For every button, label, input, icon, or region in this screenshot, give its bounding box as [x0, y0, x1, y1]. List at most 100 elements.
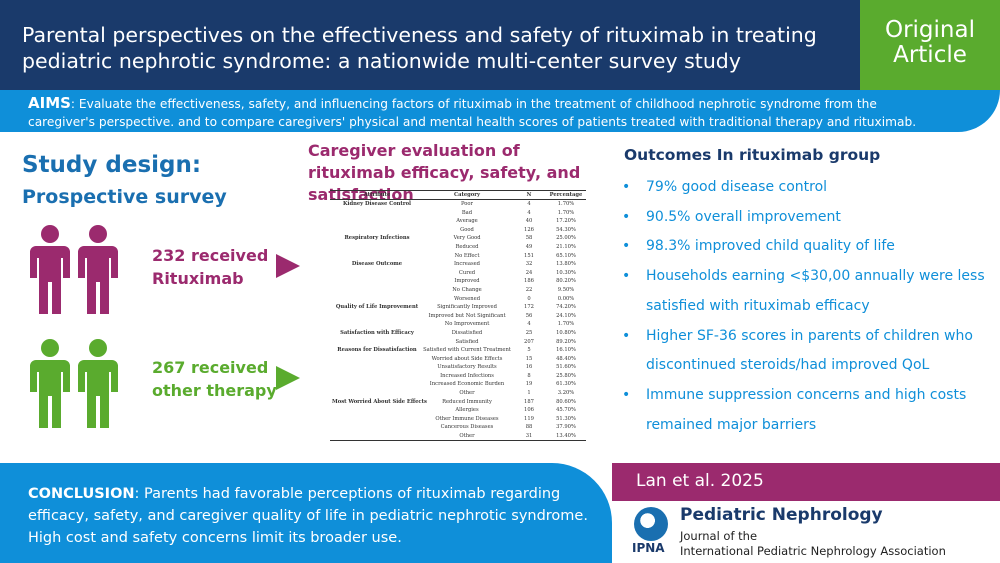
badge-text: Original Article	[884, 17, 975, 68]
table-cell: 40	[525, 218, 533, 225]
table-cell: 1.70%	[557, 209, 575, 216]
table-cell: No Change	[452, 286, 482, 293]
table-cell: Quality of Life Improvement	[335, 304, 419, 311]
table-cell: Satisfied with Current Treatment	[423, 347, 511, 354]
table-cell: Increased	[454, 261, 480, 268]
table-cell: 89.20%	[556, 338, 576, 345]
table-cell: 19	[525, 381, 533, 388]
table-cell: 25	[525, 329, 533, 336]
table-cell: 24.10%	[556, 312, 576, 319]
table-cell: 10.30%	[556, 269, 576, 276]
table-header-cell: Percentage	[549, 192, 583, 198]
table-cell: 4	[527, 209, 531, 216]
table-cell: 1.70%	[557, 321, 575, 328]
table-cell: 32	[525, 261, 533, 268]
table-cell: 15	[525, 355, 533, 362]
table-cell: Reasons for Dissatisfaction	[337, 347, 417, 354]
table-cell: 65.10%	[556, 252, 576, 259]
table-cell: Dissatisfied	[451, 329, 483, 336]
table-cell: Other	[459, 433, 475, 440]
outcomes-title: Outcomes In rituximab group	[624, 146, 881, 164]
rituximab-count: 232 received Rituximab	[152, 246, 269, 288]
table-row: Unsatisfactory Results 16 51.60%	[330, 363, 586, 372]
table-cell: Increased Infections	[440, 372, 494, 379]
table-row: Increased Infections 8 25.80%	[330, 372, 586, 381]
citation-text: Lan et al. 2025	[636, 471, 764, 491]
ipna-label: IPNA	[632, 541, 665, 555]
table-cell: 37.90%	[556, 424, 576, 431]
outcomes-list: 79% good disease control 90.5% overall i…	[622, 173, 992, 440]
table-cell: Poor	[460, 201, 473, 207]
page-title: Parental perspectives on the effectivene…	[22, 23, 817, 73]
table-cell: Bad	[461, 209, 473, 216]
outcome-item: Higher SF-36 scores in parents of childr…	[622, 322, 992, 381]
results-table: Attribute Category N Percentage Kidney Disea…	[330, 190, 586, 458]
table-row: Increased Economic Burden 19 61.30%	[330, 380, 586, 389]
table-cell: 88	[525, 424, 533, 431]
table-cell: Reduced Immunity	[442, 398, 492, 405]
journal-subtitle-1: Journal of the	[680, 529, 758, 543]
table-cell: Most Worried About Side Effects	[332, 398, 427, 405]
outcomes-section: Outcomes In rituximab group 79% good dis…	[600, 132, 1000, 463]
table-cell: Worsened	[453, 295, 481, 302]
table-cell: 106	[524, 407, 534, 414]
table-cell: 51.30%	[556, 415, 576, 422]
table-cell: 1	[527, 390, 531, 397]
table-row: Satisfaction with Efficacy Dissatisfied 25…	[330, 329, 586, 338]
table-cell: Very Good	[453, 235, 481, 242]
outcome-item: 90.5% overall improvement	[622, 203, 992, 233]
table-row: Reasons for Dissatisfaction Satisfied wit…	[330, 346, 586, 355]
outcome-item: 98.3% improved child quality of life	[622, 232, 992, 262]
table-cell: 25.80%	[556, 372, 576, 379]
table-row: Disease Outcome Increased 32 13.80%	[330, 260, 586, 269]
journal-subtitle-2: International Pediatric Nephrology Assoc…	[680, 544, 946, 558]
table-cell: 172	[524, 304, 534, 311]
table-cell: 126	[524, 226, 534, 233]
outcome-item: Households earning <$30,00 annually were…	[622, 262, 992, 321]
table-cell: Cured	[458, 269, 476, 276]
table-cell: Allergies	[455, 407, 479, 414]
table-cell: 45.70%	[556, 407, 576, 414]
table-cell: 54.30%	[556, 226, 576, 233]
table-cell: 31	[525, 433, 533, 440]
study-design-subtitle: Prospective survey	[22, 186, 227, 208]
table-cell: 3.20%	[557, 390, 575, 397]
table-cell: Kidney Disease Control	[343, 201, 411, 207]
table-header-row: Attribute Category N Percentage	[330, 190, 586, 200]
aims-band: AIMS: Evaluate the effectiveness, safety…	[0, 90, 1000, 132]
conclusion-text: CONCLUSION: Parents had favorable percep…	[28, 486, 588, 546]
table-header-cell: Category	[453, 192, 481, 198]
aims-text: AIMS: Evaluate the effectiveness, safety…	[28, 94, 917, 129]
table-cell: 186	[524, 278, 534, 285]
people-icon-other	[30, 339, 118, 428]
table-cell: 49	[525, 243, 533, 250]
table-cell: 0.00%	[557, 295, 575, 302]
table-cell: 8	[527, 372, 531, 379]
table-row: Improved but Not Significant 56 24.10%	[330, 312, 586, 321]
conclusion-band: CONCLUSION: Parents had favorable percep…	[0, 463, 612, 563]
table-cell: 9.50%	[557, 286, 575, 293]
other-therapy-count: 267 received other therapy	[152, 358, 277, 400]
table-cell: 24	[525, 269, 533, 276]
table-row: Cured 24 10.30%	[330, 269, 586, 278]
table-cell: 56	[525, 312, 533, 319]
table-cell: 10.80%	[556, 329, 576, 336]
table-cell: Good	[460, 226, 474, 233]
table-cell: 207	[524, 338, 534, 345]
table-row: Kidney Disease Control Poor 4 1.70%	[330, 200, 586, 209]
table-cell: 5	[527, 347, 531, 354]
journal-block: IPNA Pediatric Nephrology Journal of the…	[612, 501, 1000, 563]
table-cell: 61.30%	[556, 381, 576, 388]
table-cell: 1.70%	[557, 201, 575, 207]
table-cell: Improved	[454, 278, 480, 285]
table-cell: 187	[524, 398, 534, 405]
outcome-item: 79% good disease control	[622, 173, 992, 203]
table-cell: Reduced	[455, 243, 479, 250]
table-cell: Disease Outcome	[351, 261, 403, 268]
table-cell: Average	[456, 218, 478, 225]
table-row: Average 40 17.20%	[330, 217, 586, 226]
table-row: Most Worried About Side Effects Reduced I…	[330, 398, 586, 407]
table-cell: Other	[459, 390, 475, 397]
table-cell: Cancerous Diseases	[440, 424, 494, 431]
table-cell: Satisfaction with Efficacy	[340, 329, 414, 336]
